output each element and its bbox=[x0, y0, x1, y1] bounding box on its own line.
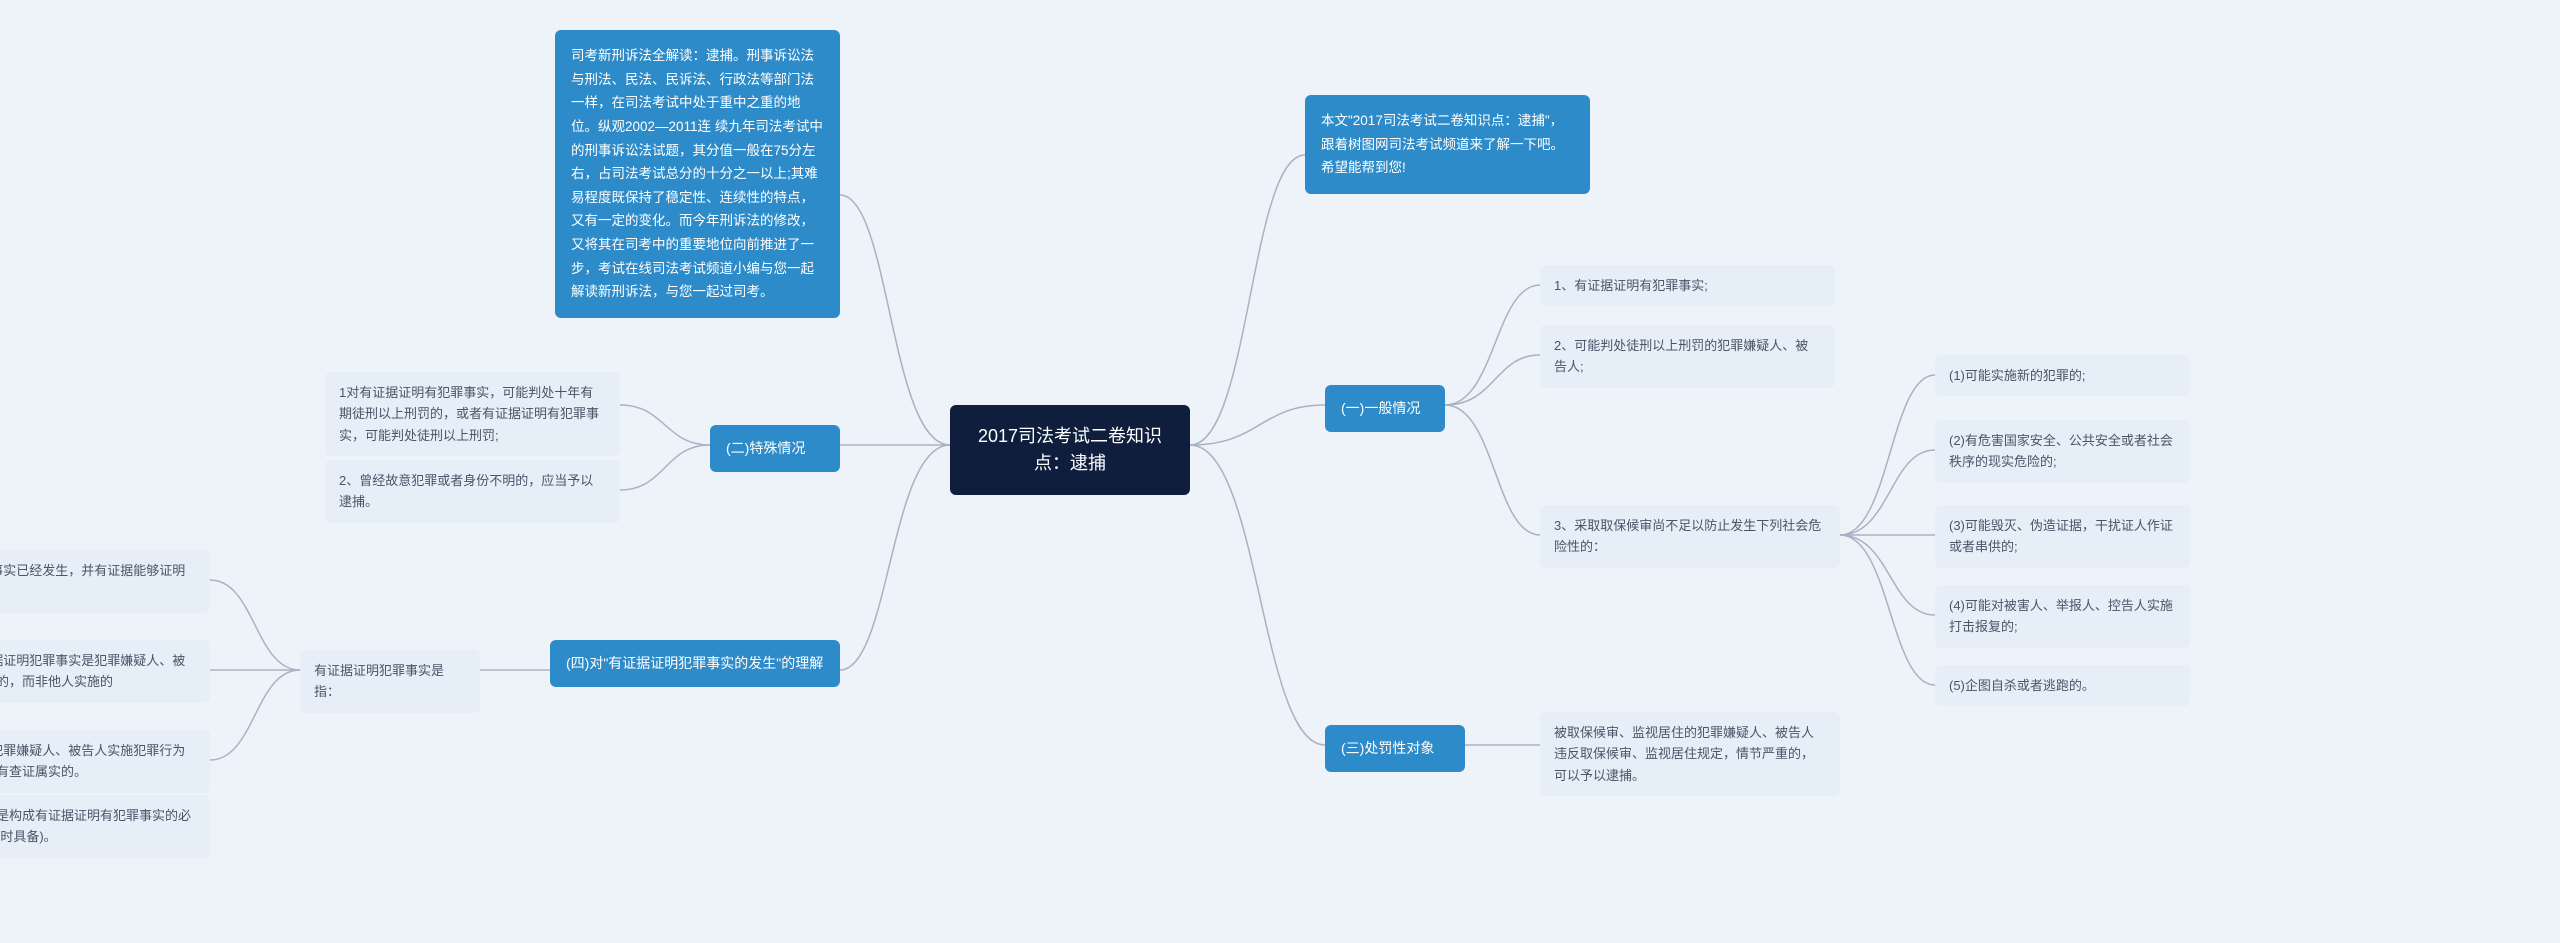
section1-item3: 3、采取取保候审尚不足以防止发生下列社会危险性的： bbox=[1540, 505, 1840, 568]
section4-item3-note: 以上三点是构成有证据证明有犯罪事实的必备条件(同时具备)。 bbox=[0, 795, 210, 858]
section1-title: (一)一般情况 bbox=[1325, 385, 1445, 432]
section2-item1: 1对有证据证明有犯罪事实，可能判处十年有期徒刑以上刑罚的，或者有证据证明有犯罪事… bbox=[325, 372, 620, 456]
section2-item2: 2、曾经故意犯罪或者身份不明的，应当予以逮捕。 bbox=[325, 460, 620, 523]
section3-content: 被取保候审、监视居住的犯罪嫌疑人、被告人违反取保候审、监视居住规定，情节严重的，… bbox=[1540, 712, 1840, 796]
section4-item1: 1、犯罪事实已经发生，并有证据能够证明其发生; bbox=[0, 550, 210, 613]
section2-title: (二)特殊情况 bbox=[710, 425, 840, 472]
section1-sub4: (4)可能对被害人、举报人、控告人实施打击报复的; bbox=[1935, 585, 2190, 648]
section1-item2: 2、可能判处徒刑以上刑罚的犯罪嫌疑人、被告人; bbox=[1540, 325, 1835, 388]
section1-sub1: (1)可能实施新的犯罪的; bbox=[1935, 355, 2190, 396]
section4-item2: 2、有证据证明犯罪事实是犯罪嫌疑人、被告人实施的，而非他人实施的 bbox=[0, 640, 210, 703]
section1-item1: 1、有证据证明有犯罪事实; bbox=[1540, 265, 1835, 306]
section3-title: (三)处罚性对象 bbox=[1325, 725, 1465, 772]
section1-sub3: (3)可能毁灭、伪造证据，干扰证人作证或者串供的; bbox=[1935, 505, 2190, 568]
root-node: 2017司法考试二卷知识点：逮捕 bbox=[950, 405, 1190, 495]
section4-lead: 有证据证明犯罪事实是指： bbox=[300, 650, 480, 713]
left-note: 司考新刑诉法全解读：逮捕。刑事诉讼法与刑法、民法、民诉法、行政法等部门法一样，在… bbox=[555, 30, 840, 318]
section4-item3: 3、证明犯罪嫌疑人、被告人实施犯罪行为的证据已有查证属实的。 bbox=[0, 730, 210, 793]
intro-note: 本文"2017司法考试二卷知识点：逮捕"，跟着树图网司法考试频道来了解一下吧。希… bbox=[1305, 95, 1590, 194]
section1-sub2: (2)有危害国家安全、公共安全或者社会秩序的现实危险的; bbox=[1935, 420, 2190, 483]
section1-sub5: (5)企图自杀或者逃跑的。 bbox=[1935, 665, 2190, 706]
section4-title: (四)对"有证据证明犯罪事实的发生"的理解 bbox=[550, 640, 840, 687]
mindmap-canvas: 2017司法考试二卷知识点：逮捕 本文"2017司法考试二卷知识点：逮捕"，跟着… bbox=[0, 0, 2560, 943]
